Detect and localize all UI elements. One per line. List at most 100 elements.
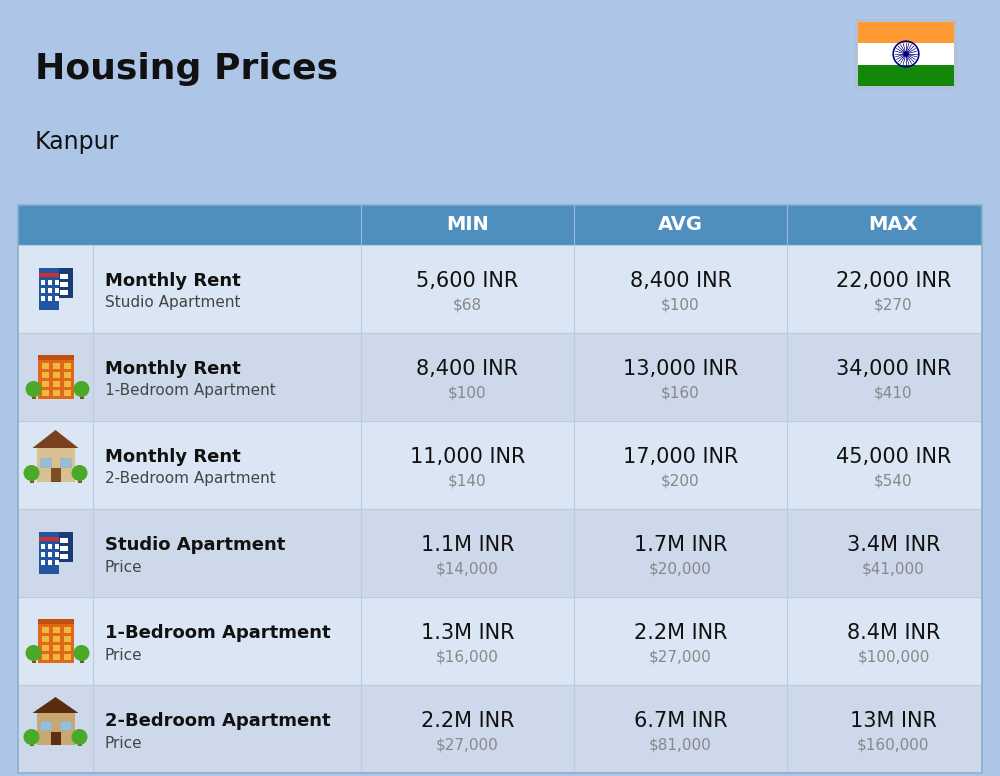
Bar xyxy=(54,296,58,301)
Bar xyxy=(60,290,68,295)
Bar xyxy=(60,274,68,279)
Text: 34,000 INR: 34,000 INR xyxy=(836,359,951,379)
Circle shape xyxy=(24,729,40,745)
Bar xyxy=(48,552,52,557)
Text: $410: $410 xyxy=(874,386,913,400)
Bar xyxy=(32,653,36,663)
Text: $100,000: $100,000 xyxy=(857,650,930,664)
Bar xyxy=(64,627,70,633)
Text: 45,000 INR: 45,000 INR xyxy=(836,447,951,467)
Bar xyxy=(38,273,59,277)
Text: MIN: MIN xyxy=(446,216,489,234)
Circle shape xyxy=(72,729,88,745)
Bar xyxy=(54,280,58,285)
Circle shape xyxy=(24,465,40,481)
Bar xyxy=(60,554,68,559)
Text: Housing Prices: Housing Prices xyxy=(35,52,338,86)
Bar xyxy=(48,296,52,301)
Bar xyxy=(64,363,70,369)
Text: $200: $200 xyxy=(661,473,700,489)
Bar xyxy=(18,245,982,333)
Bar xyxy=(59,268,72,298)
Bar xyxy=(52,372,60,378)
Bar xyxy=(54,288,58,293)
Text: 22,000 INR: 22,000 INR xyxy=(836,271,951,291)
Text: $540: $540 xyxy=(874,473,913,489)
Text: 5,600 INR: 5,600 INR xyxy=(416,271,519,291)
Bar xyxy=(858,22,954,43)
Bar xyxy=(38,532,59,574)
Bar xyxy=(42,372,48,378)
Circle shape xyxy=(74,381,90,397)
Bar xyxy=(59,532,72,563)
Bar xyxy=(18,421,982,509)
Text: $20,000: $20,000 xyxy=(649,562,712,577)
Bar xyxy=(38,537,59,541)
Bar xyxy=(50,468,60,482)
Bar xyxy=(38,355,74,360)
Bar xyxy=(18,685,982,773)
Polygon shape xyxy=(32,430,78,448)
Text: $16,000: $16,000 xyxy=(436,650,499,664)
Bar xyxy=(50,732,60,745)
Text: Studio Apartment: Studio Apartment xyxy=(105,536,285,554)
Bar xyxy=(40,544,44,549)
Bar xyxy=(32,389,36,399)
Bar xyxy=(40,458,50,467)
Text: MAX: MAX xyxy=(869,216,918,234)
Text: 2-Bedroom Apartment: 2-Bedroom Apartment xyxy=(105,712,331,730)
Bar xyxy=(18,205,982,773)
Bar xyxy=(42,381,48,387)
Bar xyxy=(52,645,60,651)
Text: 1.1M INR: 1.1M INR xyxy=(421,535,514,555)
Bar xyxy=(52,654,60,660)
Text: $14,000: $14,000 xyxy=(436,562,499,577)
Bar xyxy=(60,458,70,467)
Text: AVG: AVG xyxy=(658,216,703,234)
Bar xyxy=(78,473,82,483)
Bar xyxy=(42,627,48,633)
Text: 1.7M INR: 1.7M INR xyxy=(634,535,727,555)
Bar xyxy=(78,737,82,746)
Bar xyxy=(18,597,982,685)
Bar xyxy=(38,268,59,310)
Text: $270: $270 xyxy=(874,297,913,313)
Bar xyxy=(40,296,44,301)
Bar xyxy=(52,363,60,369)
Bar xyxy=(48,560,52,565)
Text: 1-Bedroom Apartment: 1-Bedroom Apartment xyxy=(105,624,331,642)
Circle shape xyxy=(72,465,88,481)
Text: $140: $140 xyxy=(448,473,487,489)
Text: 17,000 INR: 17,000 INR xyxy=(623,447,738,467)
Bar xyxy=(64,372,70,378)
Text: 1-Bedroom Apartment: 1-Bedroom Apartment xyxy=(105,383,276,399)
Text: 6.7M INR: 6.7M INR xyxy=(634,711,727,731)
Bar xyxy=(80,653,84,663)
Text: Studio Apartment: Studio Apartment xyxy=(105,296,240,310)
Text: 2-Bedroom Apartment: 2-Bedroom Apartment xyxy=(105,472,276,487)
Bar xyxy=(858,43,954,64)
Bar xyxy=(42,636,48,642)
Text: Monthly Rent: Monthly Rent xyxy=(105,360,241,378)
Text: $160,000: $160,000 xyxy=(857,737,930,753)
Text: $81,000: $81,000 xyxy=(649,737,712,753)
Bar xyxy=(36,448,74,482)
Bar xyxy=(38,619,74,624)
Bar xyxy=(64,654,70,660)
Text: 3.4M INR: 3.4M INR xyxy=(847,535,940,555)
Text: Monthly Rent: Monthly Rent xyxy=(105,272,241,290)
Bar xyxy=(54,560,58,565)
Bar xyxy=(42,363,48,369)
Text: $100: $100 xyxy=(448,386,487,400)
Bar xyxy=(40,280,44,285)
Text: 11,000 INR: 11,000 INR xyxy=(410,447,525,467)
Text: $41,000: $41,000 xyxy=(862,562,925,577)
Bar xyxy=(30,737,34,746)
Bar xyxy=(40,560,44,565)
Bar xyxy=(64,381,70,387)
Text: 8,400 INR: 8,400 INR xyxy=(630,271,732,291)
Text: Price: Price xyxy=(105,736,143,750)
Text: 2.2M INR: 2.2M INR xyxy=(421,711,514,731)
Text: $27,000: $27,000 xyxy=(436,737,499,753)
Text: 13M INR: 13M INR xyxy=(850,711,937,731)
